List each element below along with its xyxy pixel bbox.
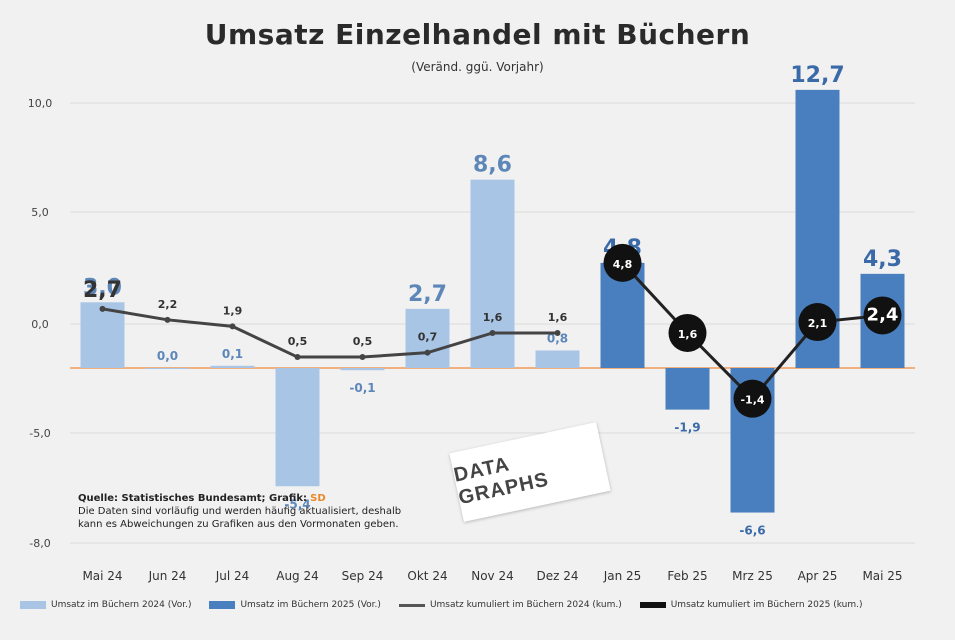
x-tick-label: Mai 24: [82, 569, 122, 583]
chart-subtitle: (Veränd. ggü. Vorjahr): [411, 60, 544, 74]
bar-2024-data-label: 3,0: [83, 275, 122, 300]
bar-2024-data-label: 0,1: [222, 347, 243, 361]
line-2025-data-label: 2,1: [808, 317, 828, 330]
x-tick-label: Aug 24: [276, 569, 319, 583]
legend-label: Umsatz im Büchern 2024 (Vor.): [51, 600, 192, 610]
chart-legend: Umsatz im Büchern 2024 (Vor.) Umsatz im …: [20, 600, 950, 610]
legend-item-line-2024: Umsatz kumuliert im Büchern 2024 (kum.): [398, 600, 622, 610]
bar-2024-data-label: -0,1: [349, 381, 375, 395]
bar-2025-data-label: -1,9: [674, 421, 700, 435]
x-tick-label: Mai 25: [862, 569, 902, 583]
bar-2025-data-label: -6,6: [739, 524, 765, 538]
line-2025-data-label: -1,4: [740, 394, 764, 407]
legend-swatch: [398, 603, 425, 607]
y-tick-label: -8,0: [29, 537, 50, 550]
line-2025-point: [863, 296, 902, 335]
bar-2025-data-label: 4,3: [863, 247, 902, 272]
y-tick-label: 10,0: [28, 97, 53, 110]
bar-2024-bar: [80, 302, 125, 368]
x-tick-label: Okt 24: [407, 569, 447, 583]
line-2024-point: [489, 329, 496, 336]
line-2024-point: [294, 354, 301, 361]
line-2024: [102, 307, 558, 359]
line-2024-data-label: 1,6: [483, 311, 503, 324]
line-2024-point: [99, 305, 106, 312]
x-tick-label: Jan 25: [603, 569, 642, 583]
line-2025-point: [798, 303, 837, 342]
x-tick-label: Jun 24: [148, 569, 187, 583]
line-2025-data-label: 1,6: [678, 328, 698, 341]
x-tick-label: Feb 25: [667, 569, 707, 583]
bar-2024-data-label: -5,4: [284, 497, 310, 511]
legend-swatch: [209, 601, 236, 609]
x-tick-label: Mrz 25: [732, 569, 773, 583]
line-2025-point: [733, 379, 772, 418]
bar-2024-bar: [535, 350, 580, 368]
line-2024-point: [554, 329, 561, 336]
line-2025-point: [668, 313, 707, 352]
bar-2024-data-label: 2,7: [408, 282, 447, 307]
y-tick-label: 0,0: [31, 318, 49, 331]
line-2024-data-label: 0,7: [418, 331, 438, 344]
bar-2025-data-label: 12,7: [790, 63, 844, 88]
line-2024-data-label: 1,6: [548, 311, 568, 324]
legend-label: Umsatz kumuliert im Büchern 2025 (kum.): [670, 600, 863, 610]
bar-2024-bar: [470, 179, 515, 368]
line-2025-data-label: 4,8: [613, 258, 633, 271]
source-title: Quelle: Statistisches Bundesamt; Grafik:: [78, 493, 307, 504]
chart-canvas: 10,0 5,0 0,0 -5,0 -8,0 3,0 0,0 0,1 -5,4 -0,1 2,7 8,…: [28, 63, 915, 583]
legend-swatch: [639, 602, 666, 608]
bar-2024-data-label: 0,0: [157, 349, 178, 363]
bar-2025-bar: [665, 368, 710, 410]
bar-2024-data-label: 8,6: [473, 153, 512, 178]
legend-item-bars-2024: Umsatz im Büchern 2024 (Vor.): [20, 600, 191, 610]
x-tick-label: Apr 25: [798, 569, 838, 583]
line-2024-data-label: 0,5: [353, 335, 373, 348]
line-2024-data-label: 2,7: [83, 278, 122, 303]
line-2024-point: [359, 354, 366, 361]
bar-2024-bar: [340, 368, 385, 371]
legend-label: Umsatz kumuliert im Büchern 2024 (kum.): [429, 600, 622, 610]
bar-2024-bar: [145, 368, 190, 369]
legend-label: Umsatz im Büchern 2025 (Vor.): [240, 600, 381, 610]
bar-2024-bar: [275, 368, 320, 487]
bar-2024-bar: [405, 308, 450, 368]
source-text: Die Daten sind vorläufig und werden häuf…: [78, 506, 402, 530]
chart-title: Umsatz Einzelhandel mit Büchern: [204, 18, 751, 51]
x-tick-label: Sep 24: [342, 569, 384, 583]
x-tick-label: Nov 24: [471, 569, 514, 583]
line-2024-data-label: 1,9: [223, 304, 243, 317]
legend-item-bars-2025: Umsatz im Büchern 2025 (Vor.): [209, 600, 381, 610]
x-tick-label: Dez 24: [536, 569, 578, 583]
line-2024-data-label: 0,5: [288, 335, 308, 348]
line-2024-point: [424, 349, 431, 356]
line-2024-point: [229, 323, 236, 330]
y-tick-label: -5,0: [29, 427, 50, 440]
bar-2024-bar: [210, 365, 255, 368]
legend-item-line-2025: Umsatz kumuliert im Büchern 2025 (kum.): [639, 600, 863, 610]
source-mark: SD: [310, 493, 326, 504]
line-2024-data-label: 2,2: [158, 298, 178, 311]
bar-2024-data-label: 0,8: [547, 331, 568, 345]
legend-swatch: [20, 601, 46, 609]
x-tick-label: Jul 24: [215, 569, 250, 583]
line-2025-data-label: 2,4: [867, 304, 899, 325]
line-2025-point: [603, 243, 642, 282]
y-tick-label: 5,0: [31, 206, 49, 219]
line-2024-point: [164, 316, 171, 323]
source-note: Quelle: Statistisches Bundesamt; Grafik:…: [78, 492, 418, 531]
